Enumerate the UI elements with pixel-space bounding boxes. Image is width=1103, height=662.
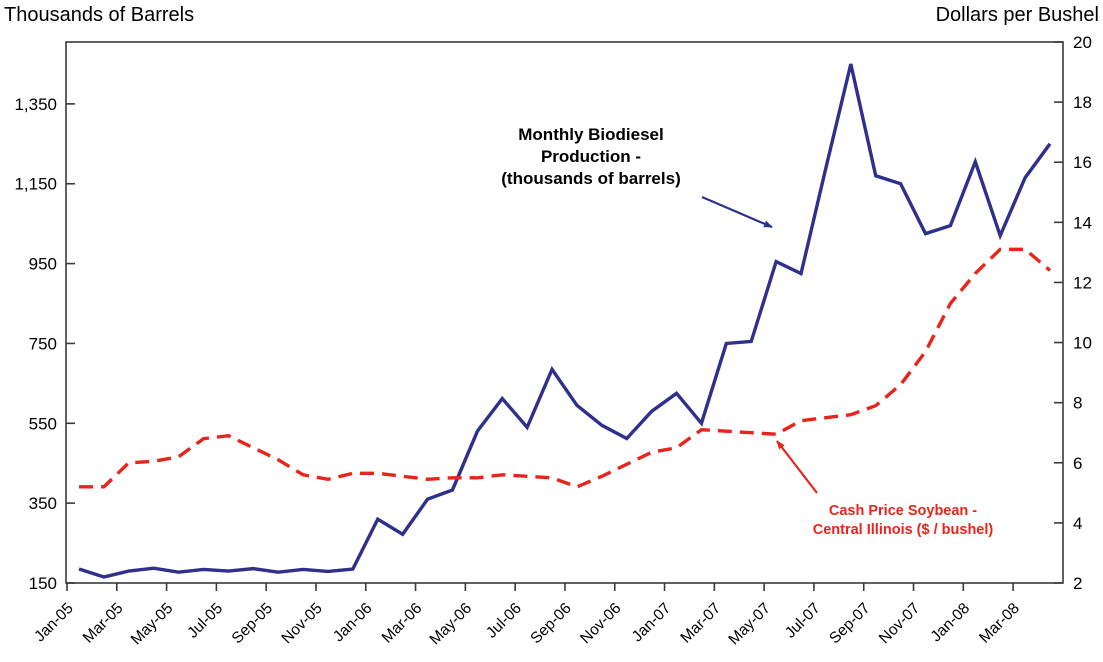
- x-tick-label: Nov-06: [577, 600, 624, 647]
- left-tick-label: 1,150: [14, 175, 57, 194]
- biodiesel-annotation-text: Monthly Biodiesel: [518, 125, 663, 144]
- x-tick-label: Jul-05: [184, 600, 226, 642]
- right-tick-label: 6: [1073, 454, 1082, 473]
- right-tick-label: 2: [1073, 574, 1082, 593]
- left-tick-label: 150: [29, 574, 57, 593]
- right-axis-title: Dollars per Bushel: [935, 4, 1099, 26]
- right-tick-label: 4: [1073, 514, 1082, 533]
- x-tick-label: Jul-06: [483, 600, 525, 642]
- biodiesel-annotation-text: Production -: [541, 147, 641, 166]
- x-tick-label: Jul-07: [782, 600, 824, 642]
- biodiesel-production-line: [78, 63, 1052, 579]
- right-tick-label: 12: [1073, 273, 1092, 292]
- x-tick-label: Sep-07: [826, 600, 873, 647]
- biodiesel-annotation-arrow: [701, 195, 773, 229]
- right-tick-label: 8: [1073, 394, 1082, 413]
- soybean-annotation-arrow: [776, 440, 818, 494]
- left-tick-label: 1,350: [14, 95, 57, 114]
- left-tick-label: 750: [29, 334, 57, 353]
- right-tick-label: 10: [1073, 334, 1092, 353]
- soybean-cash-price-line: [79, 247, 1052, 489]
- soybean-annotation-text: Cash Price Soybean -: [829, 503, 977, 519]
- left-tick-label: 550: [29, 414, 57, 433]
- x-tick-label: May-07: [725, 600, 774, 649]
- right-tick-label: 16: [1073, 153, 1092, 172]
- x-tick-label: Nov-05: [278, 600, 325, 647]
- x-tick-label: Jan-06: [330, 600, 376, 646]
- x-tick-label: Sep-06: [527, 600, 574, 647]
- soybean-annotation-text: Central Illinois ($ / bushel): [813, 522, 994, 538]
- right-tick-label: 20: [1073, 33, 1092, 52]
- x-tick-label: May-06: [427, 600, 476, 649]
- x-tick-label: Mar-08: [976, 600, 1023, 647]
- right-tick-label: 14: [1073, 213, 1092, 232]
- x-tick-label: Jan-07: [629, 600, 675, 646]
- x-tick-label: Mar-05: [80, 600, 127, 647]
- x-tick-label: Sep-05: [229, 600, 276, 647]
- left-tick-label: 350: [29, 494, 57, 513]
- left-tick-label: 950: [29, 255, 57, 274]
- x-tick-label: Jan-08: [928, 600, 974, 646]
- soybean-annotation: Cash Price Soybean - Central Illinois ($ …: [776, 440, 994, 538]
- x-tick-label: Mar-07: [677, 600, 724, 647]
- x-tick-label: May-05: [128, 600, 177, 649]
- biodiesel-annotation-text: (thousands of barrels): [501, 169, 680, 188]
- plot-frame: [65, 41, 1064, 584]
- x-tick-label: Jan-05: [31, 600, 77, 646]
- x-tick-label: Nov-07: [876, 600, 923, 647]
- right-tick-label: 18: [1073, 93, 1092, 112]
- left-axis-title: Thousands of Barrels: [4, 4, 195, 26]
- x-tick-label: Mar-06: [379, 600, 426, 647]
- biodiesel-annotation: Monthly Biodiesel Production - (thousands …: [501, 125, 773, 229]
